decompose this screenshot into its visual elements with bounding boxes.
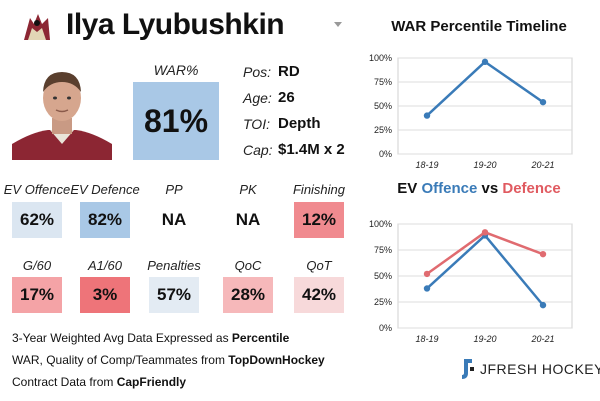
footer-line-1-text: 3-Year Weighted Avg Data Expressed as — [12, 331, 232, 345]
stat-label-qoc: QoC — [234, 258, 262, 273]
stat-box-ev-offence: 62% — [12, 202, 62, 238]
stat-value-qot: 42% — [301, 285, 337, 304]
chart-2-y-tick-label: 0% — [379, 323, 392, 333]
chart-1-y-tick-label: 75% — [374, 77, 392, 87]
stat-box-penalties: 57% — [149, 277, 199, 313]
stat-label-ev-defence: EV Defence — [70, 182, 140, 197]
stat-label-finishing: Finishing — [292, 182, 346, 197]
stat-value-penalties: 57% — [156, 285, 192, 304]
chart-2-title-part-1: EV — [397, 180, 422, 197]
stat-value-qoc: 28% — [230, 285, 266, 304]
footer-line-2-bold: TopDownHockey — [228, 353, 325, 367]
chart-1-title: WAR Percentile Timeline — [391, 18, 567, 35]
footer-line-1-bold: Percentile — [231, 331, 290, 345]
pos-value: RD — [278, 63, 300, 80]
war-value: 81% — [143, 102, 209, 139]
stat-value-g60: 17% — [19, 285, 55, 304]
toi-value: Depth — [278, 115, 321, 132]
stat-label-penalties: Penalties — [147, 258, 201, 273]
stat-box-ev-defence: 82% — [80, 202, 130, 238]
player-headshot — [12, 60, 112, 160]
chart-1-series-0-line — [426, 60, 544, 117]
war-value-box: 81% — [133, 82, 219, 160]
stat-box-qot: 42% — [294, 277, 344, 313]
footer-line-3: Contract Data from CapFriendly — [12, 375, 186, 389]
stat-label-qot: QoT — [306, 258, 332, 273]
chart-2-y-tick-label: 25% — [374, 297, 392, 307]
chart-1-y-tick-label: 100% — [369, 53, 392, 63]
toi-label: TOI: — [243, 116, 270, 132]
chart-2-title-part-2: Offence — [421, 180, 478, 197]
chart-1-x-tick-label: 18-19 — [415, 160, 438, 170]
cap-value: $1.4M x 2 — [278, 141, 345, 158]
stat-value-pp: NA — [161, 210, 187, 229]
war-label: WAR% — [153, 62, 199, 78]
stat-box-a160: 3% — [80, 277, 130, 313]
team-logo-icon — [20, 10, 54, 44]
chart-2-y-tick-label: 50% — [374, 271, 392, 281]
stat-value-ev-offence: 62% — [19, 210, 55, 229]
footer-line-2: WAR, Quality of Comp/Teammates from TopD… — [12, 353, 325, 367]
chart-1-y-tick-label: 0% — [379, 149, 392, 159]
chart-2-series-1-point — [539, 250, 547, 258]
chart-2-title-part-4: Defence — [502, 180, 561, 197]
chart-2-title: EV Offence vs Defence — [378, 180, 580, 197]
cap-label: Cap: — [243, 142, 273, 158]
age-label: Age: — [243, 90, 272, 106]
chart-1-y-tick-label: 25% — [374, 125, 392, 135]
chart-2-series-0-point — [539, 301, 547, 309]
stat-box-pp: NA — [149, 202, 199, 238]
chart-2-y-tick-label: 100% — [369, 219, 392, 229]
stat-box-finishing: 12% — [294, 202, 344, 238]
chart-2-series-1-point — [481, 229, 489, 236]
chart-2-x-tick-label: 19-20 — [473, 334, 496, 344]
chart-2-x-tick-label: 18-19 — [415, 334, 438, 344]
age-value: 26 — [278, 89, 295, 106]
chart-1-y-tick-label: 50% — [374, 101, 392, 111]
stat-label-pp: PP — [165, 182, 183, 197]
jfresh-logo-icon — [462, 359, 474, 379]
chart-2-series-0-line — [426, 234, 544, 306]
chart-1-series-0-point — [423, 112, 431, 119]
footer-line-1: 3-Year Weighted Avg Data Expressed as Pe… — [12, 331, 289, 345]
stat-value-a160: 3% — [92, 285, 118, 304]
chart-2-title-part-3: vs — [477, 180, 503, 197]
stat-label-ev-offence: EV Offence — [3, 182, 71, 197]
chart-2-y-tick-label: 75% — [374, 245, 392, 255]
chevron-down-icon[interactable] — [334, 22, 342, 27]
brand-logo: JFRESH HOCKEY — [460, 357, 600, 381]
footer-line-3-text: Contract Data from — [12, 375, 117, 389]
war-percentile-chart: 0% 25% 50% 75% 100% 18-19 19-20 20-21 — [369, 53, 573, 170]
pos-label: Pos: — [243, 64, 272, 80]
stat-box-pk: NA — [223, 202, 273, 238]
footer-line-3-bold: CapFriendly — [116, 375, 187, 389]
player-name: Ilya Lyubushkin — [66, 8, 285, 41]
stat-label-g60: G/60 — [22, 258, 52, 273]
stat-label-a160: A1/60 — [88, 258, 122, 273]
stat-label-pk: PK — [239, 182, 257, 197]
chart-1-series-0-point — [481, 58, 489, 66]
chart-2-series-0-point — [423, 285, 431, 292]
ev-offence-defence-chart: 0% 25% 50% 75% 100% 18-19 19-20 20-21 — [369, 219, 573, 344]
brand-text: JFRESH HOCKEY — [480, 361, 600, 377]
chart-1-x-tick-label: 20-21 — [530, 160, 554, 170]
chart-1-series-0-point — [539, 98, 547, 106]
chart-2-series-1-point — [423, 270, 431, 278]
stat-box-g60: 17% — [12, 277, 62, 313]
footer-line-2-text: WAR, Quality of Comp/Teammates from — [12, 353, 229, 367]
stat-value-finishing: 12% — [301, 210, 337, 229]
chart-2-x-tick-label: 20-21 — [530, 334, 554, 344]
stat-value-pk: NA — [235, 210, 261, 229]
stat-value-ev-defence: 82% — [87, 210, 123, 229]
chart-1-x-tick-label: 19-20 — [473, 160, 496, 170]
stat-box-qoc: 28% — [223, 277, 273, 313]
